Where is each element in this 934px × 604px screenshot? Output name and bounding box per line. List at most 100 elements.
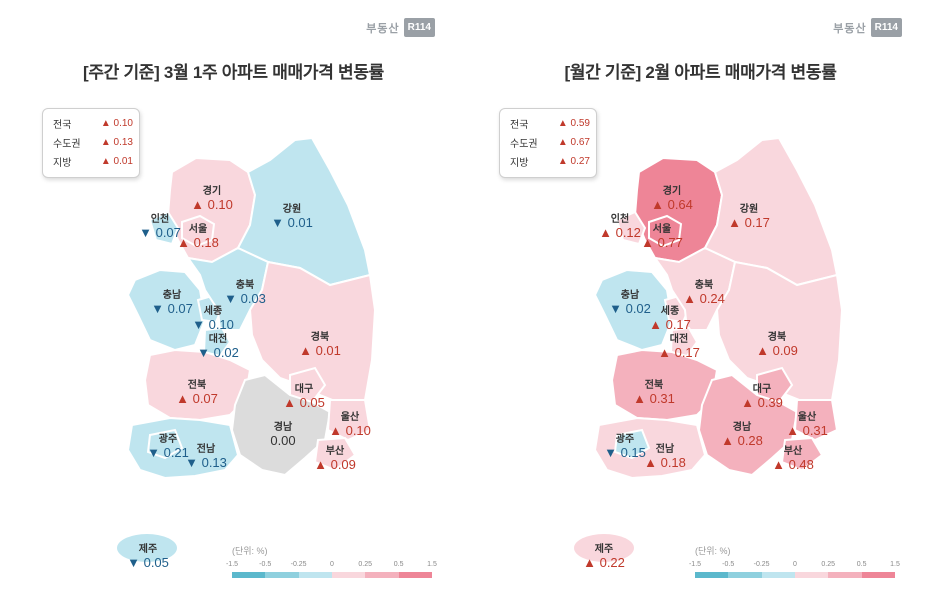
region-name: 광주 — [615, 434, 635, 445]
region-value: ▼ 0.07 — [151, 301, 193, 316]
region-daejeon — [669, 326, 699, 358]
region-name: 인천 — [610, 214, 630, 225]
region-name: 경남 — [732, 422, 752, 433]
summary-value: ▲ 0.59 — [557, 117, 590, 129]
region-value: ▼ 0.03 — [224, 291, 266, 306]
region-value: ▲ 0.18 — [177, 235, 219, 250]
region-name: 충남 — [620, 290, 640, 301]
region-incheon — [148, 210, 180, 246]
region-value: 0.00 — [270, 433, 296, 448]
region-seoul — [181, 214, 216, 248]
region-value: ▼ 0.02 — [609, 301, 651, 316]
label-ulsan: 울산 ▲ 0.10 — [329, 408, 371, 438]
region-jeju — [117, 534, 177, 562]
region-name: 울산 — [340, 412, 360, 423]
weekly-korea-map — [117, 136, 377, 562]
legend-tick: -0.25 — [290, 561, 307, 568]
label-gyeongnam: 경남 0.00 — [270, 418, 295, 448]
legend-ticks: -1.5 -0.5 -0.25 0 0.25 0.5 1.5 — [226, 561, 437, 571]
region-name: 경북 — [310, 332, 330, 343]
monthly-summary-box: 전국 ▲ 0.59 수도권 ▲ 0.67 지방 ▲ 0.27 — [499, 108, 597, 178]
region-value: ▼ 0.13 — [185, 455, 227, 470]
region-name: 경북 — [767, 332, 787, 343]
legend-tick: -0.5 — [722, 561, 735, 568]
region-value: ▲ 0.77 — [641, 235, 683, 250]
region-value: ▲ 0.01 — [299, 343, 341, 358]
label-seoul: 서울 ▲ 0.77 — [641, 220, 683, 250]
logo-box: R114 — [403, 18, 435, 37]
region-value: ▲ 0.09 — [756, 343, 798, 358]
region-value: ▲ 0.39 — [741, 395, 783, 410]
label-gwangju: 광주 ▼ 0.15 — [604, 430, 646, 460]
label-daegu: 대구 ▲ 0.39 — [741, 380, 783, 410]
weekly-map-title: [주간 기준] 3월 1주 아파트 매매가격 변동률 — [82, 63, 384, 82]
region-chungnam — [593, 268, 674, 352]
region-value: ▲ 0.10 — [329, 423, 371, 438]
monthly-map-panel: 부동산 R114 [월간 기준] 2월 아파트 매매가격 변동률 전국 ▲ 0.… — [467, 0, 934, 604]
summary-value: ▲ 0.13 — [100, 136, 133, 148]
region-value: ▲ 0.05 — [283, 395, 325, 410]
region-name: 부산 — [783, 446, 803, 457]
region-name: 충남 — [162, 290, 182, 301]
region-name: 제주 — [138, 544, 158, 555]
region-value: ▼ 0.15 — [604, 445, 646, 460]
label-incheon: 인천 ▼ 0.07 — [139, 210, 181, 240]
summary-value: ▲ 0.01 — [100, 155, 133, 167]
region-value: ▲ 0.28 — [721, 433, 763, 448]
region-name: 울산 — [797, 412, 817, 423]
region-value: ▼ 0.05 — [127, 555, 169, 570]
region-name: 광주 — [158, 434, 178, 445]
region-name: 경기 — [202, 186, 222, 197]
region-gwangju — [146, 428, 184, 460]
summary-row: 수도권 ▲ 0.13 — [53, 134, 133, 150]
summary-label: 수도권 — [510, 138, 538, 150]
r114-logo: 부동산 R114 — [833, 18, 902, 37]
label-gyeonggi: 경기 ▲ 0.10 — [191, 182, 233, 212]
label-busan: 부산 ▲ 0.09 — [314, 442, 356, 472]
region-value: ▲ 0.48 — [772, 457, 814, 472]
label-sejong: 세종 ▲ 0.17 — [649, 302, 691, 332]
weekly-summary-box: 전국 ▲ 0.10 수도권 ▲ 0.13 지방 ▲ 0.01 — [42, 108, 140, 178]
region-value: ▲ 0.31 — [786, 423, 828, 438]
label-busan: 부산 ▲ 0.48 — [772, 442, 814, 472]
legend-tick: -1.5 — [225, 561, 239, 568]
region-chungnam — [126, 268, 207, 352]
legend-tick: 1.5 — [427, 561, 437, 568]
legend-tick: 0.25 — [358, 561, 372, 568]
label-gangwon: 강원 ▼ 0.01 — [271, 200, 313, 230]
label-jeju: 제주 ▲ 0.22 — [583, 540, 625, 570]
region-name: 강원 — [739, 204, 759, 215]
summary-label: 전국 — [53, 119, 72, 131]
region-name: 대전 — [208, 334, 228, 345]
region-chungbuk — [652, 246, 737, 331]
legend-tick: 0 — [330, 561, 334, 568]
region-name: 경남 — [273, 422, 293, 433]
monthly-korea-map — [574, 136, 844, 562]
label-jeonbuk: 전북 ▲ 0.07 — [176, 376, 218, 406]
legend-unit: (단위: %) — [232, 546, 268, 556]
label-chungbuk: 충북 ▼ 0.03 — [224, 276, 266, 306]
region-value: ▲ 0.12 — [599, 225, 641, 240]
label-daejeon: 대전 ▲ 0.17 — [658, 330, 700, 360]
summary-value: ▲ 0.10 — [100, 117, 133, 129]
region-name: 충북 — [694, 280, 714, 291]
region-value: ▼ 0.21 — [147, 445, 189, 460]
label-gyeongbuk: 경북 ▲ 0.09 — [756, 328, 798, 358]
region-name: 서울 — [188, 224, 208, 235]
legend-unit: (단위: %) — [695, 546, 731, 556]
monthly-legend: (단위: %) -1.5 -0.5 -0.25 0 0.25 0.5 1.5 — [689, 544, 900, 584]
region-name: 강원 — [282, 204, 302, 215]
summary-label: 수도권 — [53, 138, 81, 150]
region-name: 세종 — [203, 306, 223, 317]
label-gyeongnam: 경남 ▲ 0.28 — [721, 418, 763, 448]
region-ulsan — [793, 399, 839, 442]
region-daejeon — [202, 326, 232, 358]
region-value: ▲ 0.10 — [191, 197, 233, 212]
region-value: ▲ 0.18 — [644, 455, 686, 470]
label-ulsan: 울산 ▲ 0.31 — [786, 408, 828, 438]
r114-logo: 부동산 R114 — [366, 18, 435, 37]
legend-tick: 1.5 — [890, 561, 900, 568]
label-sejong: 세종 ▼ 0.10 — [192, 302, 234, 332]
region-value: ▲ 0.64 — [651, 197, 693, 212]
summary-value: ▲ 0.27 — [557, 155, 590, 167]
